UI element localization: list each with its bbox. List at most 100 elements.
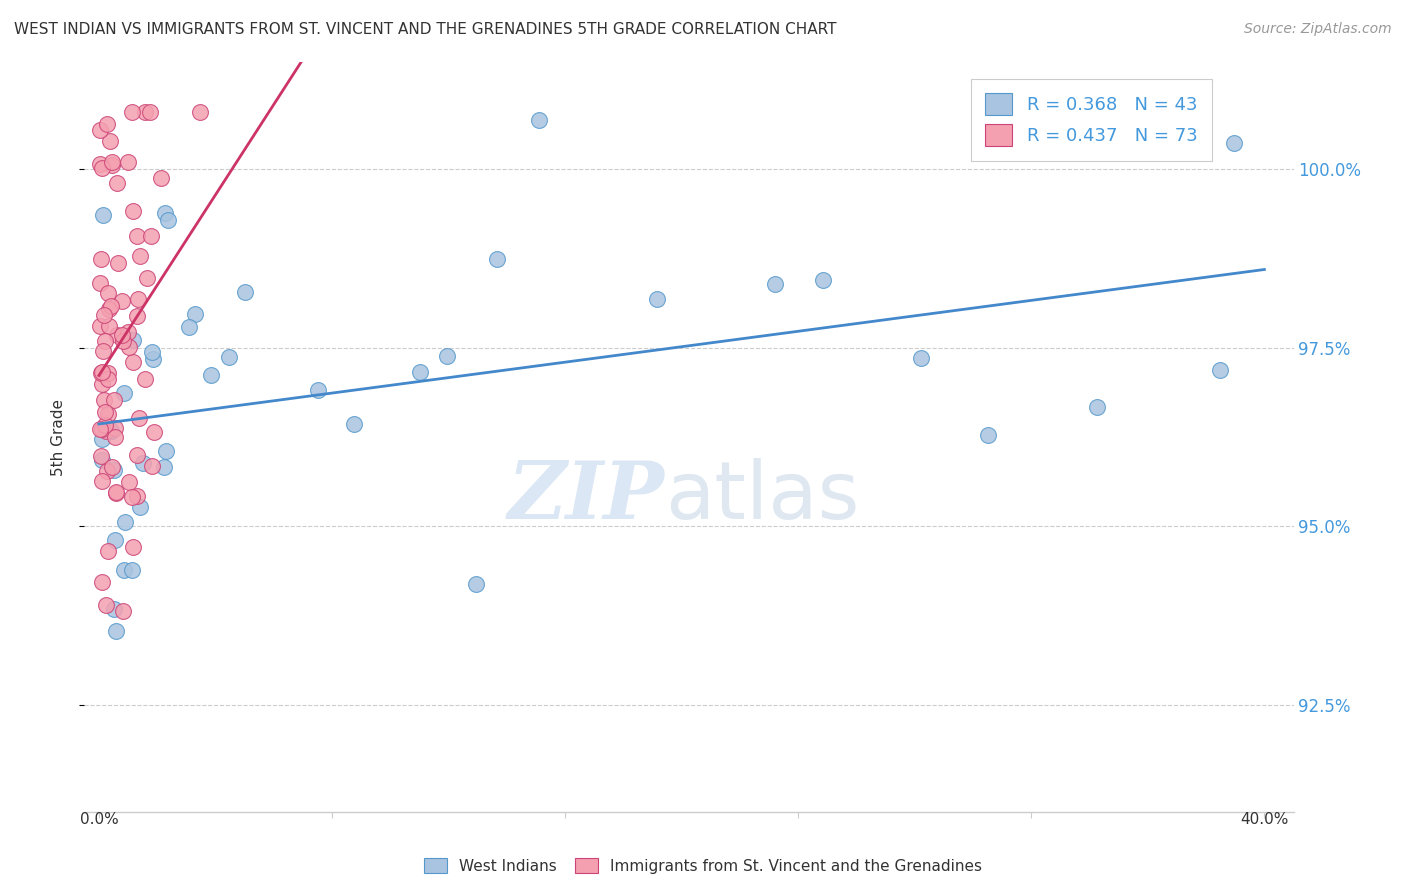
Point [105, 624, 128, 638]
Point [91, 432, 114, 446]
Point [122, 203, 145, 218]
Point [111, 293, 134, 308]
Point [96, 117, 118, 131]
Point [91, 376, 114, 391]
Text: Source: ZipAtlas.com: Source: ZipAtlas.com [1244, 22, 1392, 37]
Point [98, 302, 121, 317]
Point [93, 308, 115, 322]
Point [436, 349, 458, 363]
Legend: West Indians, Immigrants from St. Vincent and the Grenadines: West Indians, Immigrants from St. Vincen… [418, 852, 988, 880]
Point [485, 252, 508, 267]
Point [103, 392, 125, 407]
Point [93, 393, 115, 408]
Point [90, 365, 112, 379]
Point [125, 489, 148, 503]
Point [100, 299, 122, 313]
Point [89, 276, 111, 290]
Point [111, 334, 134, 348]
Point [218, 350, 240, 364]
Point [156, 212, 179, 227]
Point [121, 563, 143, 577]
Point [141, 345, 163, 359]
Text: 40.0%: 40.0% [1240, 812, 1288, 827]
Point [96, 464, 118, 478]
Point [105, 176, 128, 190]
Point [127, 309, 149, 323]
Point [105, 486, 128, 500]
Point [139, 105, 162, 120]
Point [94, 334, 117, 348]
Point [90, 474, 112, 488]
Point [343, 417, 366, 431]
Point [98, 423, 121, 437]
Point [811, 273, 834, 287]
Legend: R = 0.368   N = 43, R = 0.437   N = 73: R = 0.368 N = 43, R = 0.437 N = 73 [970, 79, 1212, 161]
Text: atlas: atlas [665, 458, 859, 536]
Point [139, 229, 162, 244]
Point [100, 424, 122, 438]
Point [188, 105, 211, 120]
Point [153, 460, 176, 475]
Point [645, 293, 668, 307]
Point [177, 320, 200, 334]
Point [90, 450, 112, 464]
Point [91, 344, 114, 359]
Point [97, 372, 120, 386]
Point [104, 533, 127, 547]
Point [132, 456, 155, 470]
Point [89, 157, 111, 171]
Point [1085, 400, 1108, 414]
Point [134, 105, 156, 120]
Point [1223, 136, 1246, 150]
Point [103, 601, 125, 615]
Point [142, 352, 165, 367]
Point [97, 407, 120, 421]
Point [107, 256, 129, 270]
Point [91, 209, 114, 223]
Point [135, 270, 157, 285]
Point [235, 285, 257, 299]
Point [143, 425, 166, 439]
Point [94, 417, 117, 432]
Point [90, 574, 112, 589]
Point [90, 161, 112, 176]
Point [89, 422, 111, 436]
Point [307, 383, 329, 397]
Point [763, 277, 786, 291]
Point [90, 422, 112, 436]
Point [97, 366, 120, 380]
Point [103, 463, 125, 477]
Point [117, 154, 139, 169]
Point [149, 171, 172, 186]
Point [155, 206, 177, 220]
Text: 0.0%: 0.0% [80, 812, 118, 827]
Point [89, 123, 111, 137]
Point [409, 365, 432, 379]
Point [118, 340, 141, 354]
Point [121, 105, 143, 120]
Point [101, 158, 124, 172]
Point [118, 475, 141, 489]
Point [128, 410, 150, 425]
Point [112, 386, 135, 401]
Point [155, 444, 177, 458]
Point [97, 286, 120, 301]
Point [100, 424, 122, 438]
Point [127, 292, 149, 306]
Point [100, 134, 122, 148]
Point [89, 318, 111, 333]
Point [910, 351, 932, 366]
Point [90, 367, 112, 381]
Point [117, 325, 139, 339]
Point [529, 113, 551, 128]
Point [129, 500, 152, 515]
Point [122, 540, 145, 554]
Point [111, 604, 134, 618]
Point [96, 424, 118, 438]
Text: ZIP: ZIP [508, 458, 665, 536]
Point [141, 459, 163, 474]
Point [129, 249, 152, 263]
Point [90, 452, 112, 467]
Point [94, 598, 117, 612]
Point [100, 154, 122, 169]
